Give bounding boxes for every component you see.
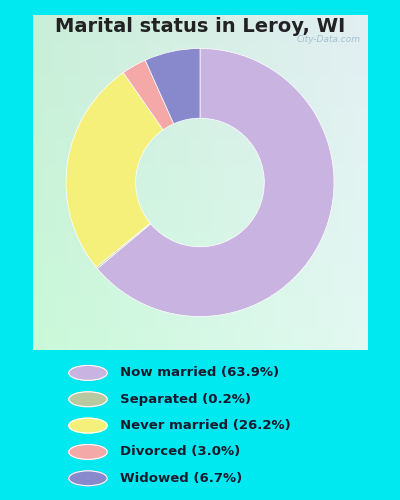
Circle shape xyxy=(69,444,107,460)
Circle shape xyxy=(69,392,107,406)
Text: Widowed (6.7%): Widowed (6.7%) xyxy=(120,472,242,485)
Wedge shape xyxy=(96,223,151,268)
Circle shape xyxy=(69,366,107,380)
Text: Marital status in Leroy, WI: Marital status in Leroy, WI xyxy=(55,18,345,36)
Text: Separated (0.2%): Separated (0.2%) xyxy=(120,393,251,406)
Text: Never married (26.2%): Never married (26.2%) xyxy=(120,419,291,432)
Circle shape xyxy=(69,471,107,486)
Circle shape xyxy=(69,418,107,433)
Text: Divorced (3.0%): Divorced (3.0%) xyxy=(120,446,240,458)
Text: City-Data.com: City-Data.com xyxy=(297,35,361,44)
Wedge shape xyxy=(97,48,334,316)
Wedge shape xyxy=(66,72,163,268)
Wedge shape xyxy=(123,60,174,130)
Text: Now married (63.9%): Now married (63.9%) xyxy=(120,366,279,380)
Wedge shape xyxy=(145,48,200,124)
